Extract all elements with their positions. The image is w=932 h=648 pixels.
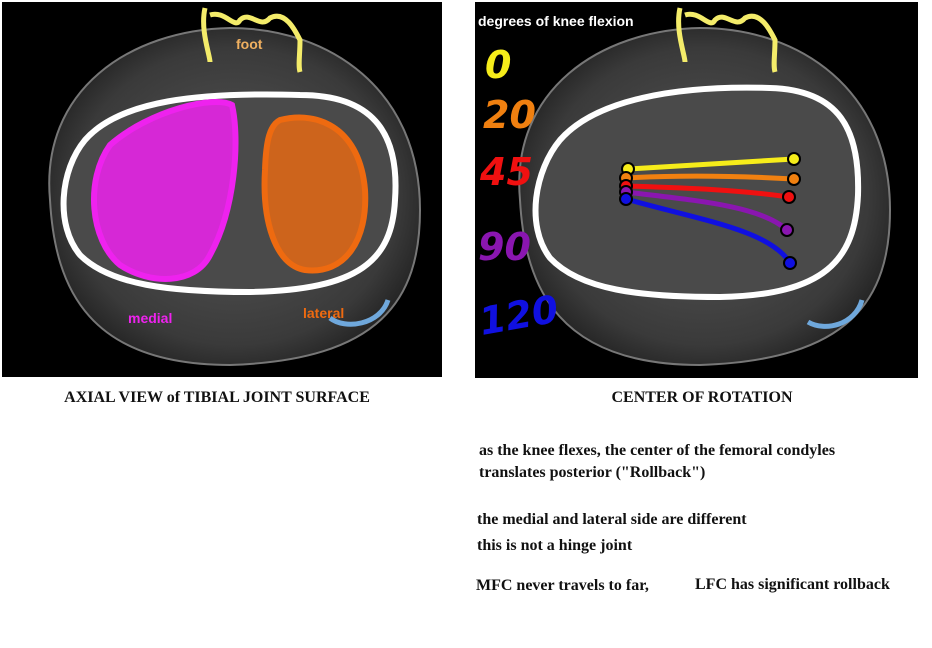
left-caption: AXIAL VIEW of TIBIAL JOINT SURFACE <box>64 389 370 406</box>
right-caption: CENTER OF ROTATION <box>611 389 793 406</box>
note: translates posterior ("Rollback") <box>479 464 705 481</box>
foot-label: foot <box>236 36 263 52</box>
note: MFC never travels to far, <box>476 577 649 594</box>
note: LFC has significant rollback <box>695 576 890 593</box>
right-ct-image: degrees of knee flexion 0 20 45 90 120 <box>475 2 918 378</box>
note: this is not a hinge joint <box>477 537 633 554</box>
left-ct-image: foot medial lateral <box>2 2 442 377</box>
medial-label: medial <box>128 310 172 326</box>
angle-label: 20 <box>483 93 536 137</box>
note: the medial and lateral side are differen… <box>477 511 747 528</box>
angle-label: 45 <box>479 150 533 194</box>
angle-label: 0 <box>485 43 511 87</box>
angle-label: 90 <box>478 225 531 269</box>
note: as the knee flexes, the center of the fe… <box>479 442 835 459</box>
lateral-label: lateral <box>303 305 344 321</box>
legend-title: degrees of knee flexion <box>478 13 634 29</box>
